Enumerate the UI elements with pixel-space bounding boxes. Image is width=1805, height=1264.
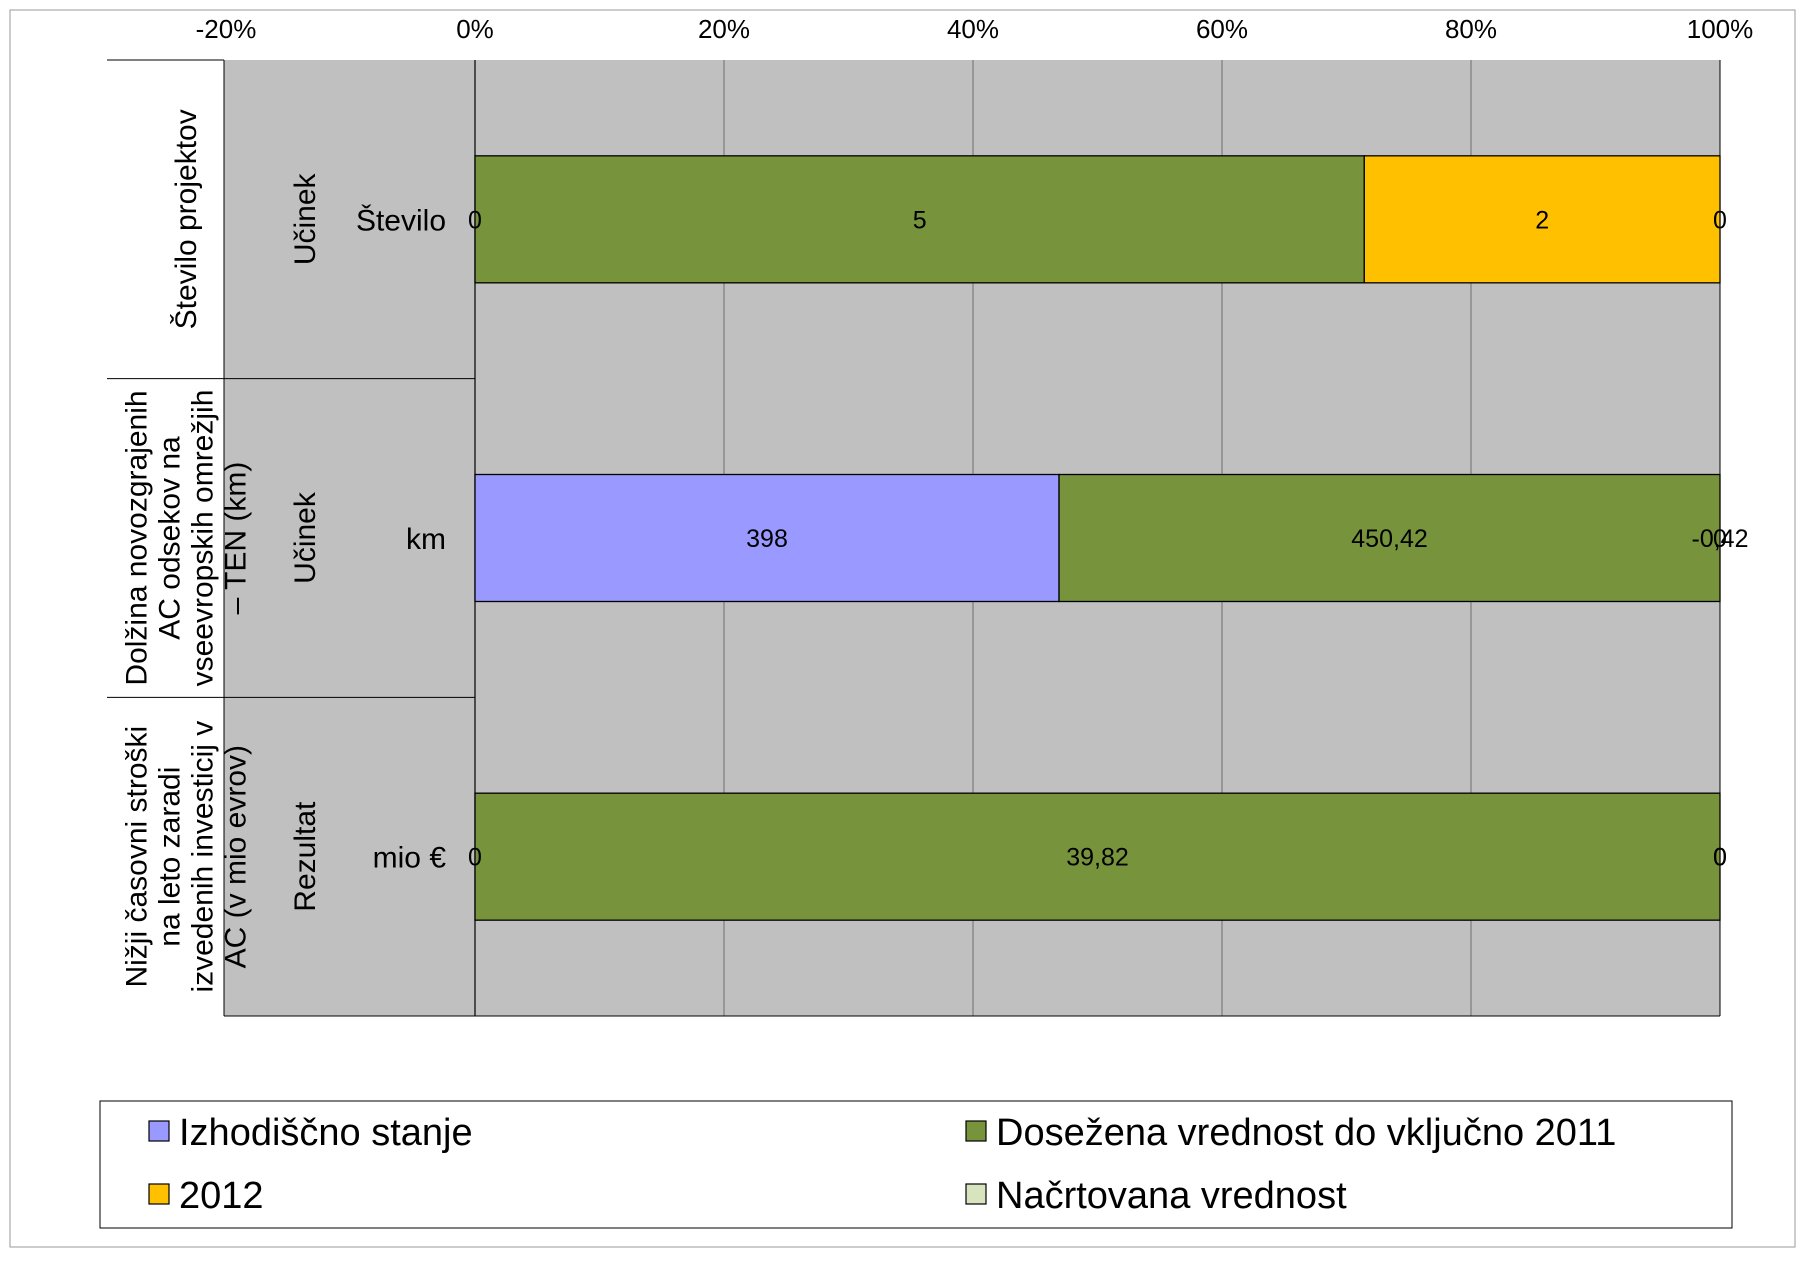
bar-segment [1058, 473, 1721, 603]
x-tick-label: 20% [698, 14, 750, 44]
row-unit-label: mio € [373, 842, 447, 875]
bar-segment [474, 155, 1365, 284]
row-indicator-label: AC (v mio evrov) [220, 745, 253, 968]
legend-swatch [965, 1120, 987, 1142]
x-tick-label: 60% [1196, 14, 1248, 44]
row-kind-label: Učinek [289, 491, 322, 584]
data-label: 5 [913, 206, 927, 234]
data-label: 0 [1713, 206, 1727, 234]
chart-frame [9, 9, 1796, 1248]
row-indicator-label: Nižji časovni stroški [121, 726, 154, 988]
row-indicator-label: Dolžina novozgrajenih [121, 390, 154, 685]
x-tick-label: 0% [456, 14, 494, 44]
bar-segment [474, 473, 1060, 603]
row-indicator-label: izvedenih investicij v [187, 721, 220, 993]
legend-swatch [965, 1183, 987, 1205]
x-tick-label: 80% [1445, 14, 1497, 44]
row-label-area [224, 60, 475, 1016]
bar-segment [1363, 155, 1721, 284]
data-label: -0,42 [1692, 525, 1749, 553]
x-tick-label: -20% [196, 14, 257, 44]
row-kind-label: Učinek [289, 172, 322, 265]
data-label: 0 [468, 844, 482, 872]
legend-label: Dosežena vrednost do vključno 2011 [996, 1112, 1616, 1154]
legend-label: Načrtovana vrednost [996, 1175, 1347, 1217]
row-unit-label: km [406, 523, 446, 556]
bar-segment [474, 792, 1721, 921]
legend-box [99, 1100, 1733, 1229]
row-indicator-label: – TEN (km) [220, 462, 253, 615]
x-tick-label: 40% [947, 14, 999, 44]
legend-swatch [148, 1120, 170, 1142]
row-indicator-label: na leto zaradi [154, 767, 187, 947]
data-label: 0 [1713, 844, 1727, 872]
row-indicator-label: vseevropskih omrežjih [187, 390, 220, 687]
legend-label: 2012 [179, 1175, 264, 1217]
x-tick-label: 100% [1687, 14, 1754, 44]
data-label: 0 [468, 206, 482, 234]
data-label: 2 [1535, 206, 1549, 234]
row-kind-label: Rezultat [289, 801, 322, 912]
data-label: 0 [1713, 844, 1727, 872]
legend-label: Izhodiščno stanje [179, 1112, 473, 1154]
data-label: 39,82 [1066, 844, 1129, 872]
data-label: 0 [1713, 525, 1727, 553]
row-unit-label: Število [356, 203, 446, 237]
data-label: 398 [746, 525, 788, 553]
row-indicator-label: Število projektov [169, 109, 203, 329]
legend-swatch [148, 1183, 170, 1205]
data-label: 450,42 [1351, 525, 1427, 553]
row-indicator-label: AC odsekov na [154, 436, 187, 640]
